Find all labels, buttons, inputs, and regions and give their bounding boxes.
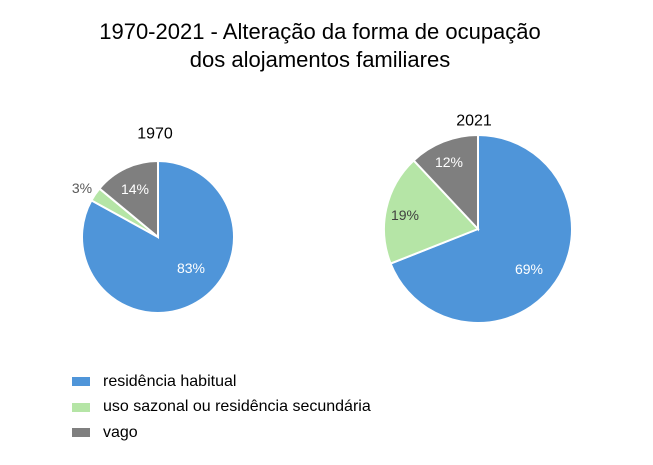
legend-swatch — [72, 428, 90, 438]
pie-slice-2021-vago — [412, 133, 479, 232]
legend-label: vago — [103, 423, 138, 441]
pie-slice-2021-residencia_habitual — [389, 133, 573, 324]
legend-label: residência habitual — [103, 372, 237, 390]
pie-title-1970: 1970 — [137, 126, 173, 143]
legend-item-uso-sazonal: uso sazonal ou residência secundária — [72, 395, 371, 421]
slice-label-1970-residencia_habitual: 83% — [177, 260, 205, 276]
legend-item-residencia-habitual: residência habitual — [72, 369, 371, 395]
pie-chart-1970: 83% 3% 14% 1970 — [72, 126, 235, 314]
slice-label-1970-uso_sazonal: 3% — [72, 180, 92, 196]
legend-swatch — [72, 377, 90, 387]
slice-label-1970-vago: 14% — [121, 181, 149, 197]
pie-chart-2021: 69% 19% 12% 2021 — [383, 113, 573, 324]
slice-label-2021-residencia_habitual: 69% — [515, 261, 543, 277]
pie-slice-1970-vago — [98, 159, 159, 240]
pie-slice-2021-uso_sazonal — [383, 159, 480, 265]
legend: residência habitual uso sazonal ou resid… — [72, 369, 371, 446]
slice-label-2021-vago: 12% — [435, 154, 463, 170]
legend-swatch — [72, 402, 90, 412]
legend-item-vago: vago — [72, 420, 371, 446]
chart-title-line-1: 1970-2021 - Alteração da forma de ocupaç… — [99, 19, 541, 44]
legend-label: uso sazonal ou residência secundária — [103, 398, 371, 416]
slice-label-2021-uso_sazonal: 19% — [391, 207, 419, 223]
chart-title: 1970-2021 - Alteração da forma de ocupaç… — [0, 18, 640, 74]
chart-title-line-2: dos alojamentos familiares — [189, 47, 451, 72]
pie-title-2021: 2021 — [456, 113, 492, 130]
